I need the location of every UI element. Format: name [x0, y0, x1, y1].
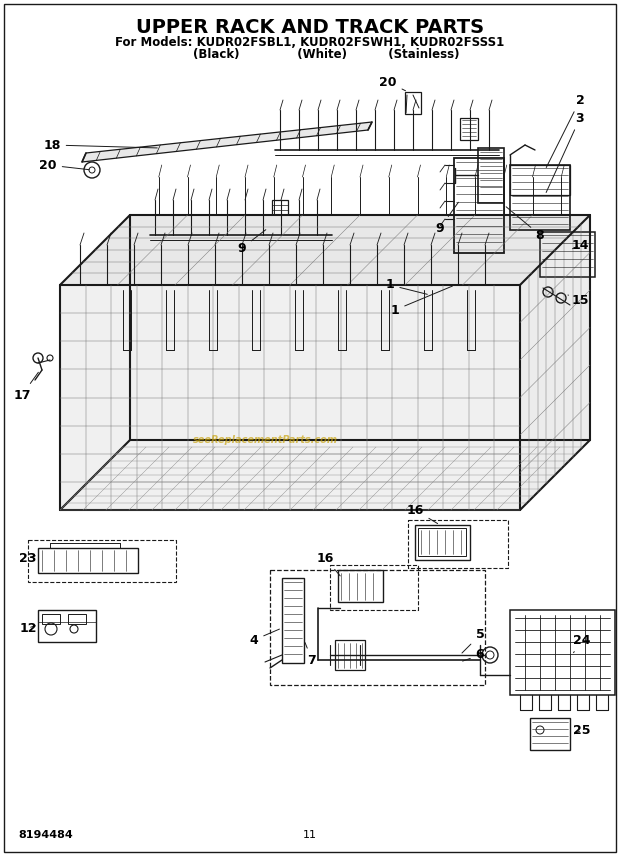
Bar	[38, 610, 96, 642]
Bar	[415, 525, 470, 560]
Text: 9: 9	[237, 229, 266, 254]
Text: 5: 5	[462, 628, 484, 653]
Bar	[510, 610, 615, 695]
Text: 1: 1	[386, 278, 427, 294]
Text: 25: 25	[574, 723, 591, 736]
Text: 8194484: 8194484	[18, 830, 73, 840]
Bar	[510, 165, 570, 230]
Text: 16: 16	[406, 503, 438, 524]
Text: 12: 12	[19, 621, 37, 634]
Text: 20: 20	[39, 158, 89, 171]
Bar	[28, 540, 176, 582]
Bar	[272, 200, 288, 220]
Text: (Black)              (White)          (Stainless): (Black) (White) (Stainless)	[160, 48, 460, 61]
Bar	[454, 158, 504, 253]
Text: 2: 2	[546, 93, 585, 168]
Text: 9: 9	[436, 202, 458, 235]
Text: 14: 14	[571, 239, 589, 252]
Bar	[478, 148, 504, 203]
Text: 20: 20	[379, 75, 405, 91]
Text: For Models: KUDR02FSBL1, KUDR02FSWH1, KUDR02FSSS1: For Models: KUDR02FSBL1, KUDR02FSWH1, KU…	[115, 36, 505, 49]
Bar	[338, 570, 383, 602]
Bar	[540, 232, 595, 277]
Text: 17: 17	[13, 372, 38, 401]
Polygon shape	[82, 122, 372, 162]
Text: seeReplacementParts.com: seeReplacementParts.com	[192, 435, 337, 445]
Text: 7: 7	[305, 643, 316, 667]
Bar	[460, 118, 478, 140]
Polygon shape	[60, 285, 520, 510]
Text: 11: 11	[303, 830, 317, 840]
Bar	[42, 614, 60, 624]
Text: 1: 1	[391, 286, 453, 317]
Text: 4: 4	[250, 629, 280, 646]
Text: 24: 24	[574, 633, 591, 652]
Bar	[68, 614, 86, 624]
Bar	[510, 165, 570, 195]
Text: UPPER RACK AND TRACK PARTS: UPPER RACK AND TRACK PARTS	[136, 18, 484, 37]
Text: 23: 23	[19, 551, 37, 564]
Polygon shape	[60, 215, 590, 285]
Text: 6: 6	[463, 649, 484, 662]
Bar	[405, 92, 421, 114]
Bar	[335, 640, 365, 670]
Polygon shape	[520, 215, 590, 510]
Text: 8: 8	[506, 207, 544, 241]
Bar	[530, 718, 570, 750]
Text: 16: 16	[316, 551, 340, 576]
Bar	[408, 520, 508, 568]
Bar	[282, 578, 304, 663]
Bar	[38, 548, 138, 573]
Bar	[270, 570, 485, 685]
Text: 15: 15	[568, 294, 589, 306]
Text: 18: 18	[43, 139, 157, 152]
Bar	[418, 528, 466, 556]
Text: 3: 3	[546, 111, 584, 193]
Bar	[330, 565, 418, 610]
